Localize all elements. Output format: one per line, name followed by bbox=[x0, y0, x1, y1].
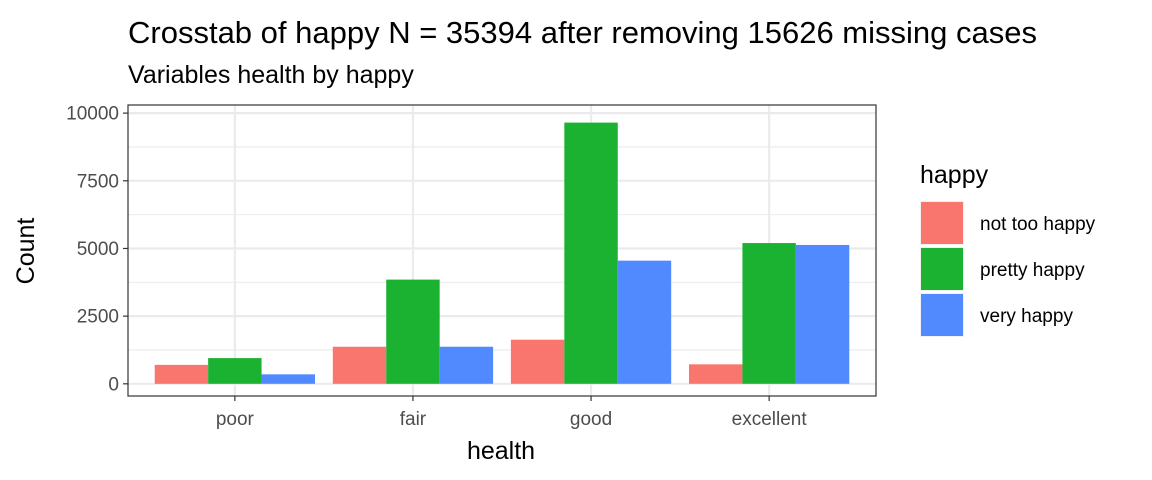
x-tick-label: good bbox=[570, 409, 612, 430]
legend-key-not-too-happy bbox=[921, 202, 963, 244]
legend-key-very-happy bbox=[921, 294, 963, 336]
chart-subtitle: Variables health by happy bbox=[128, 61, 414, 89]
bars bbox=[154, 122, 850, 384]
x-tick-label: poor bbox=[216, 409, 255, 430]
legend-label: not too happy bbox=[980, 214, 1096, 235]
legend-label: pretty happy bbox=[980, 260, 1085, 281]
y-tick-label: 7500 bbox=[77, 171, 119, 192]
bar-very-happy-good bbox=[617, 260, 672, 384]
bar-not-too-happy-poor bbox=[154, 364, 209, 384]
bar-very-happy-poor bbox=[261, 374, 315, 384]
legend-key-pretty-happy bbox=[921, 248, 963, 290]
axes: 0 2500 5000 7500 10000 poor fair good excellent bbox=[66, 104, 807, 430]
legend: not too happy pretty happy very happy bbox=[920, 201, 1096, 337]
x-axis-title: health bbox=[467, 437, 535, 465]
bar-pretty-happy-excellent bbox=[742, 243, 796, 384]
panel-border bbox=[127, 104, 877, 397]
bar-pretty-happy-fair bbox=[386, 279, 440, 384]
y-tick-label: 2500 bbox=[77, 307, 119, 328]
legend-title: happy bbox=[920, 161, 989, 189]
x-tick-label: excellent bbox=[732, 409, 808, 430]
bar-very-happy-excellent bbox=[795, 244, 850, 384]
bar-not-too-happy-good bbox=[510, 339, 565, 384]
chart-title: Crosstab of happy N = 35394 after removi… bbox=[128, 15, 1037, 50]
bar-pretty-happy-poor bbox=[208, 358, 262, 384]
y-tick-label: 0 bbox=[108, 374, 119, 395]
bar-not-too-happy-fair bbox=[332, 346, 387, 384]
x-tick-label: fair bbox=[400, 409, 427, 430]
bar-very-happy-fair bbox=[439, 346, 494, 384]
y-tick-label: 5000 bbox=[77, 239, 119, 260]
bar-pretty-happy-good bbox=[564, 122, 618, 384]
legend-label: very happy bbox=[980, 306, 1073, 327]
y-tick-label: 10000 bbox=[66, 104, 119, 125]
bar-not-too-happy-excellent bbox=[689, 364, 743, 384]
y-axis-title: Count bbox=[12, 218, 40, 285]
